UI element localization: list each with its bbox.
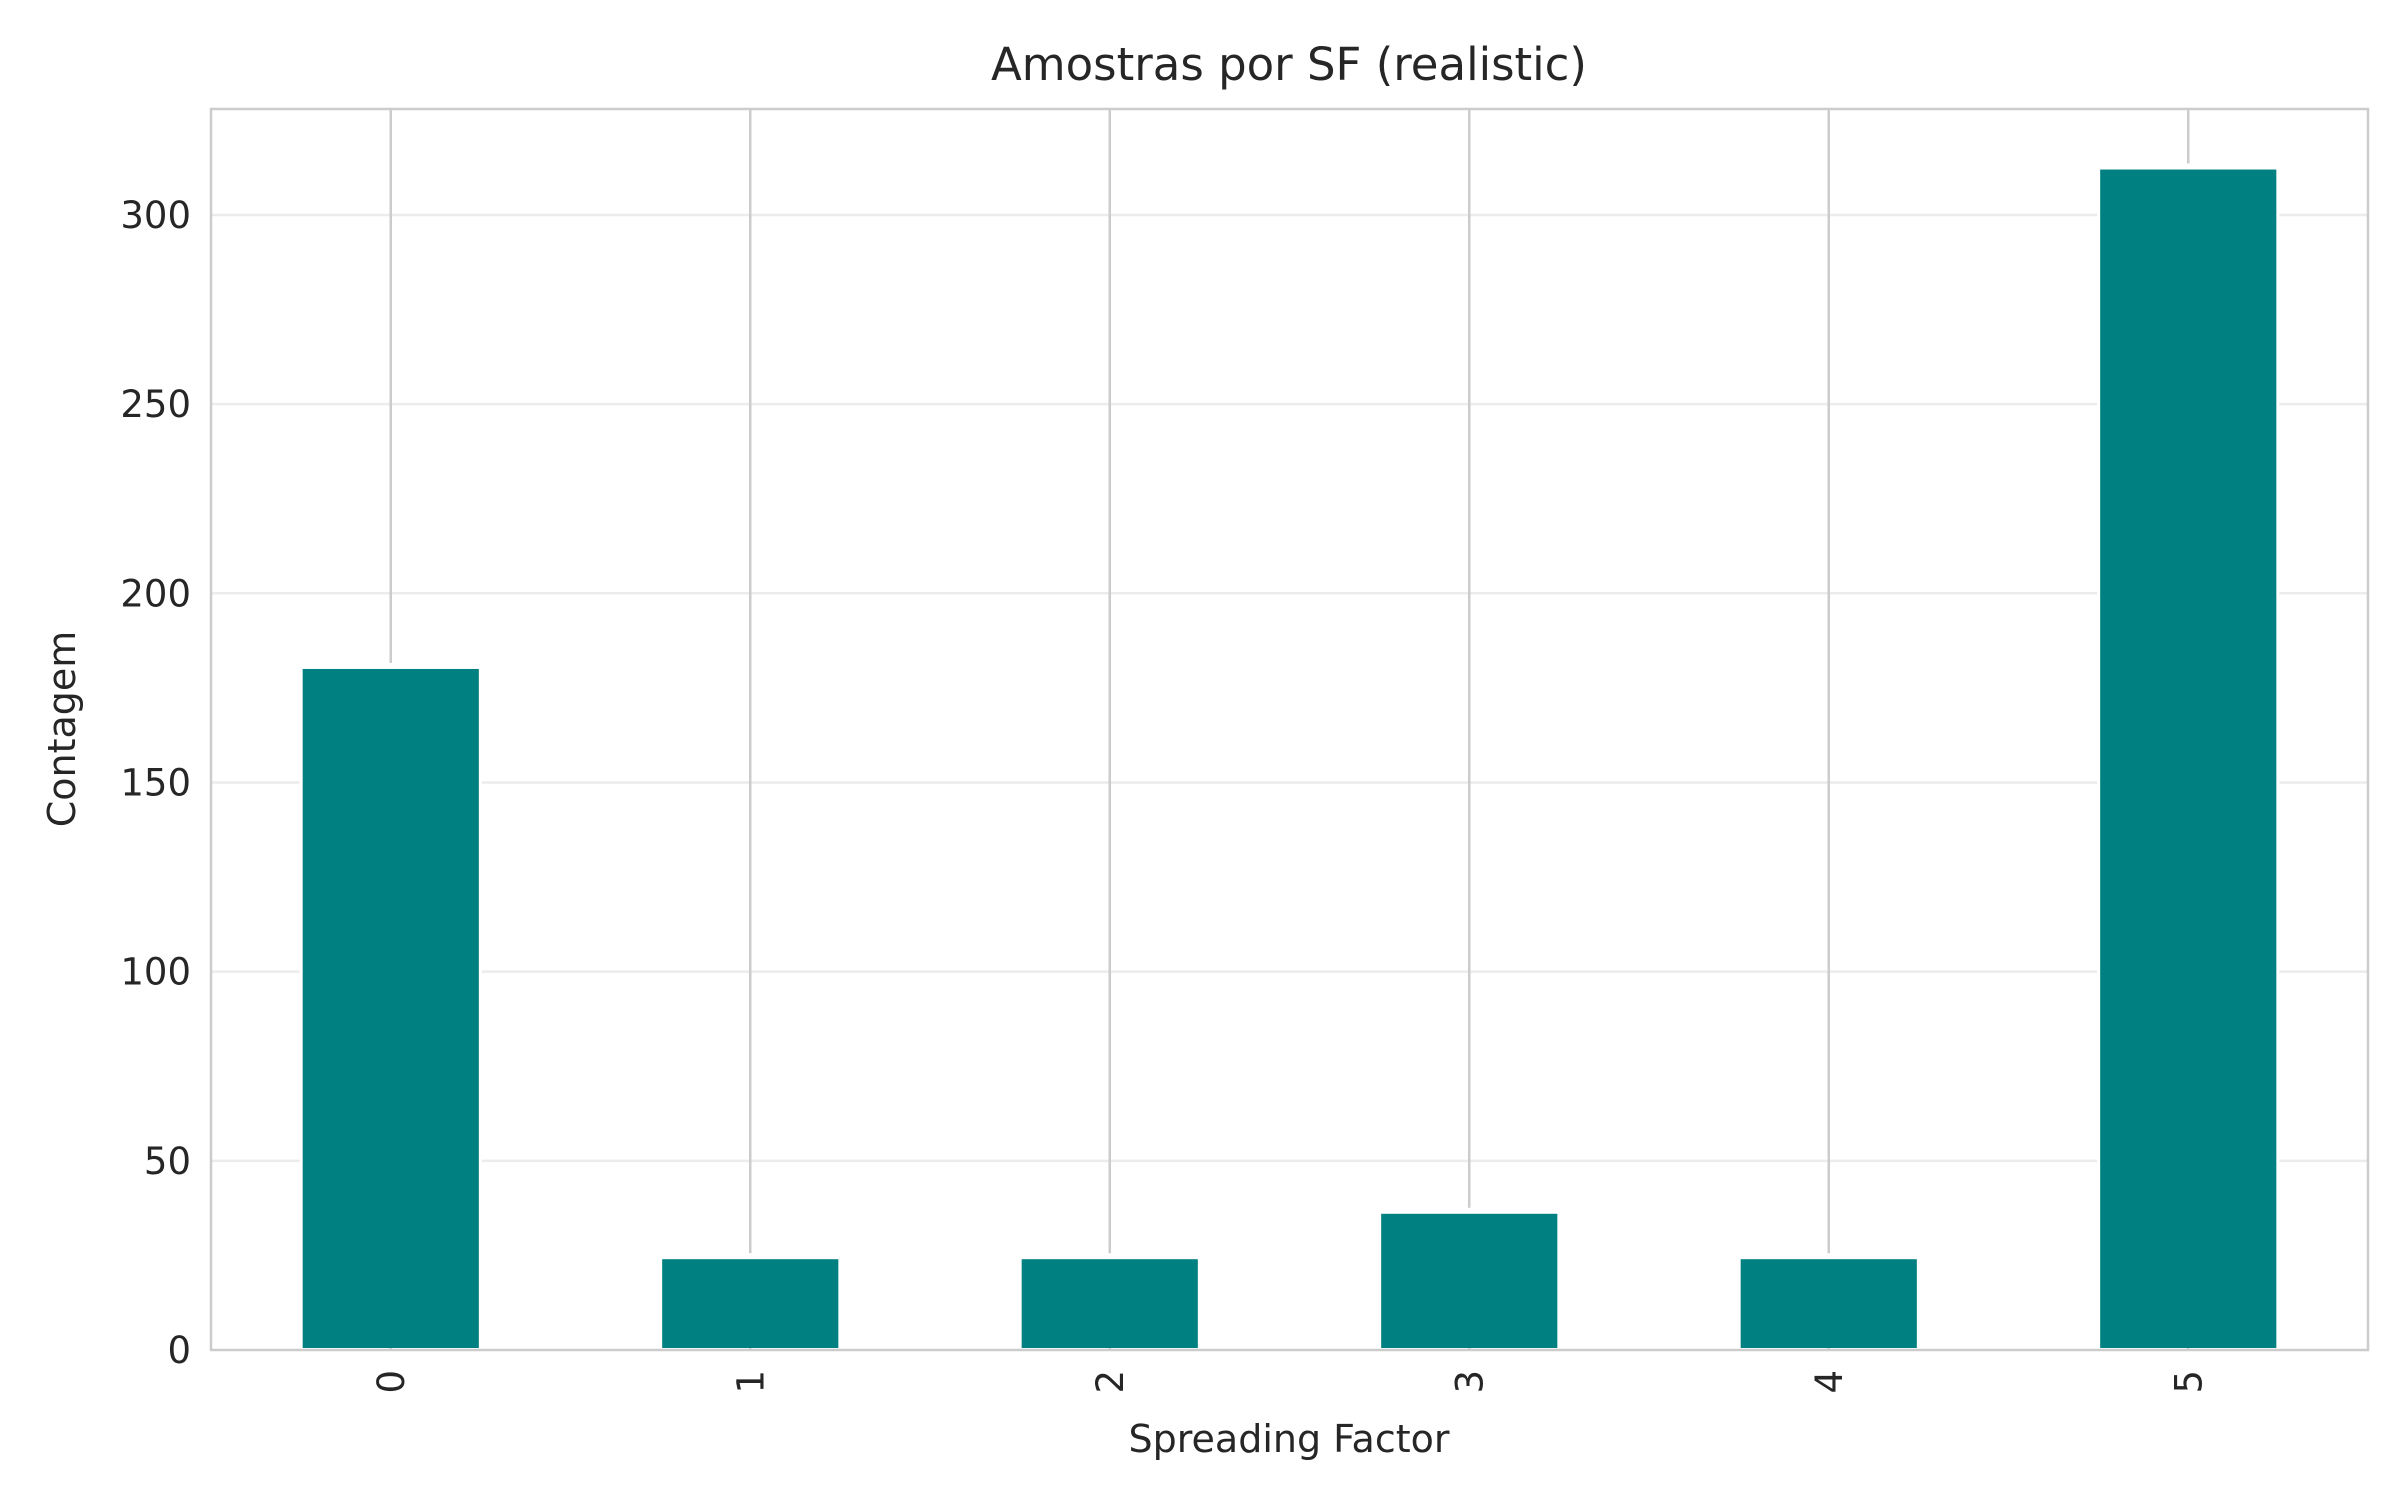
x-tick-label-4: 4 xyxy=(1808,1370,1851,1394)
bar-2 xyxy=(1021,1259,1198,1348)
bar-0 xyxy=(302,668,479,1348)
y-tick-label-250: 250 xyxy=(120,383,191,426)
x-axis-label: Spreading Factor xyxy=(1129,1417,1450,1461)
y-tick-label-150: 150 xyxy=(120,761,191,804)
bar-4 xyxy=(1740,1259,1917,1348)
x-tick-label-0: 0 xyxy=(370,1370,413,1394)
x-tick-label-5: 5 xyxy=(2167,1370,2210,1394)
x-tick-label-3: 3 xyxy=(1448,1370,1491,1394)
y-tick-label-0: 0 xyxy=(167,1329,191,1372)
bars-layer xyxy=(299,163,2280,1348)
y-axis-label: Contagem xyxy=(40,631,84,828)
bar-3 xyxy=(1381,1213,1558,1348)
bar-1 xyxy=(662,1259,839,1348)
y-tick-label-100: 100 xyxy=(120,951,191,994)
grid-layer xyxy=(211,109,2368,1350)
x-tick-labels: 0 1 2 3 4 5 xyxy=(370,1370,2211,1394)
y-tick-labels: 0 50 100 150 200 250 300 xyxy=(120,194,191,1372)
x-tick-label-2: 2 xyxy=(1089,1370,1132,1394)
chart-title: Amostras por SF (realistic) xyxy=(991,38,1587,91)
plot-frame xyxy=(209,107,2370,1352)
y-tick-label-300: 300 xyxy=(120,194,191,237)
x-tick-label-1: 1 xyxy=(729,1370,772,1394)
y-tick-label-50: 50 xyxy=(144,1140,191,1183)
y-tick-label-200: 200 xyxy=(120,572,191,615)
bar-5 xyxy=(2100,169,2277,1348)
